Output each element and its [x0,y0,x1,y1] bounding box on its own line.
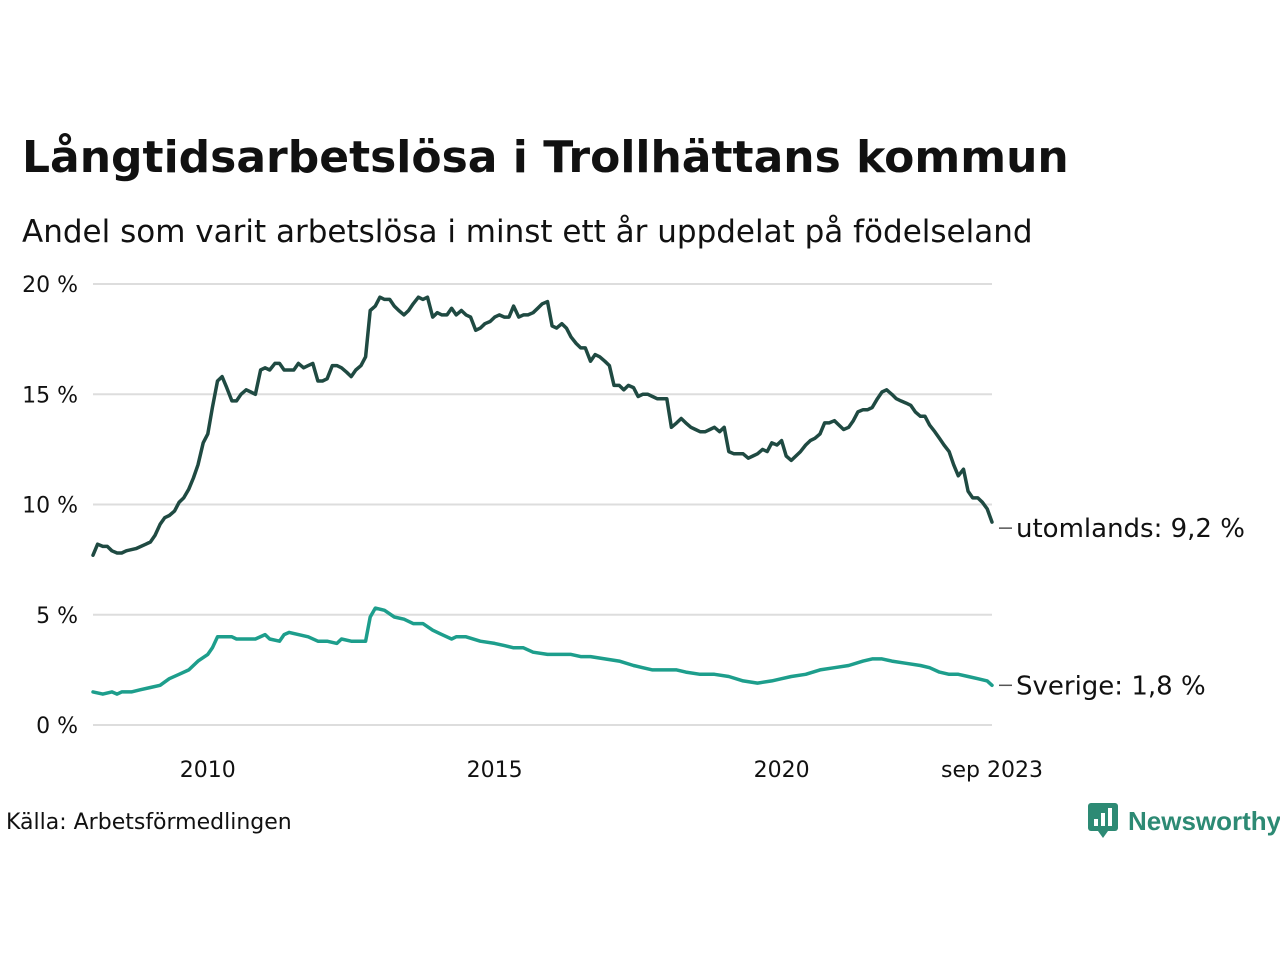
chart-subtitle: Andel som varit arbetslösa i minst ett å… [22,214,1033,250]
newsworthy-icon [1088,803,1118,838]
y-tick-label-15: 15 % [22,383,78,408]
y-tick-label-5: 5 % [36,604,78,629]
series-line-utomlands [91,295,994,557]
gridlines [93,283,992,726]
y-tick-label-20: 20 % [22,273,78,298]
x-axis-ticks: 2010 2015 2020 sep 2023 [180,758,1043,783]
end-labels: utomlands: 9,2 % Sverige: 1,8 % [999,514,1245,701]
chart-title: Långtidsarbetslösa i Trollhättans kommun [22,132,1069,183]
y-tick-label-10: 10 % [22,494,78,519]
series-lines [91,295,994,696]
x-tick-label-2015: 2015 [467,758,523,783]
y-tick-label-0: 0 % [36,714,78,739]
end-label-sverige: Sverige: 1,8 % [1016,671,1206,701]
series-line-sverige [91,606,994,696]
x-tick-label-2010: 2010 [180,758,236,783]
end-label-utomlands: utomlands: 9,2 % [1016,514,1245,544]
brand-name: Newsworthy [1128,805,1280,836]
y-axis-ticks: 0 % 5 % 10 % 15 % 20 % [22,273,78,739]
x-tick-label-2020: 2020 [754,758,810,783]
source-note: Källa: Arbetsförmedlingen [6,810,292,835]
brand-logo[interactable]: Newsworthy [1088,803,1280,839]
x-tick-label-sep-2023: sep 2023 [941,758,1043,783]
